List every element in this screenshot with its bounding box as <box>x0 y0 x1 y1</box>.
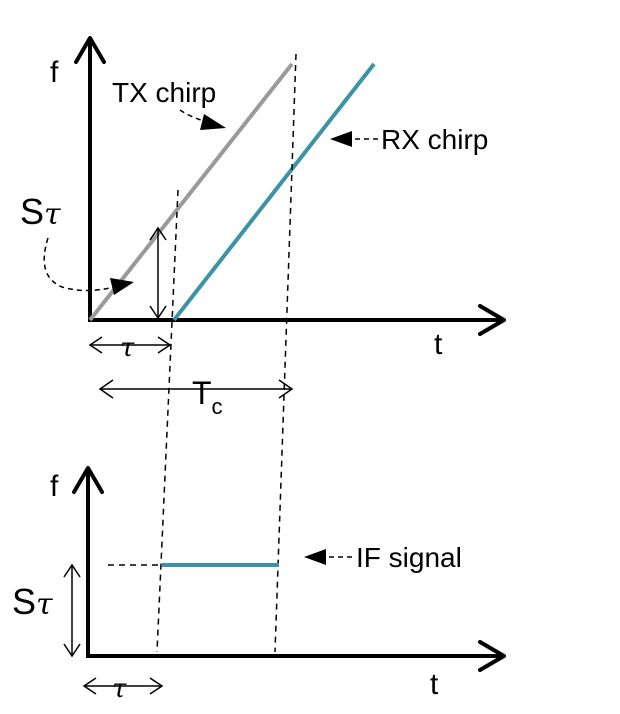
bottom-level-label: Sτ <box>12 581 53 622</box>
top-f-label: f <box>50 56 59 89</box>
top-tau-label: τ <box>120 333 135 363</box>
bottom-level-s: S <box>12 581 36 622</box>
bottom-x-axis <box>86 640 506 672</box>
bottom-level-tau: τ <box>36 587 53 622</box>
top-x-axis <box>88 304 506 336</box>
tx-chirp-label: TX chirp <box>112 77 216 108</box>
tx-chirp-line <box>88 62 294 322</box>
if-pointer-arrow <box>304 549 352 565</box>
top-slope-tau: τ <box>44 197 61 232</box>
top-tau-arrow <box>88 336 172 354</box>
tc-label: Tc <box>192 375 223 419</box>
bottom-tau-label: τ <box>112 674 127 704</box>
bottom-t-label: t <box>430 668 439 701</box>
top-plot: τ Tc f t TX chirp RX chirp Sτ <box>20 36 506 653</box>
rx-chirp-label: RX chirp <box>381 124 488 155</box>
tc-arrow <box>98 379 294 399</box>
tc-label-main: T <box>192 375 212 411</box>
bottom-tau-arrow <box>82 677 164 695</box>
bottom-y-axis <box>72 466 104 656</box>
tau-dashed-guide <box>156 189 179 653</box>
top-slope-s: S <box>20 191 44 232</box>
slope-tau-vertical-arrow <box>149 226 167 320</box>
bottom-plot: τ f t IF signal Sτ <box>12 466 506 704</box>
bottom-f-label: f <box>50 470 59 503</box>
top-t-label: t <box>434 328 443 361</box>
slope-pointer-arrow <box>43 237 134 295</box>
rx-pointer-arrow <box>330 131 378 147</box>
tc-dashed-guide <box>274 53 297 653</box>
if-signal-label: IF signal <box>356 542 462 573</box>
top-y-axis <box>74 36 106 320</box>
tc-label-sub: c <box>212 394 223 419</box>
top-slope-tau-label: Sτ <box>20 191 61 232</box>
rx-chirp-line <box>172 62 376 322</box>
tx-pointer-arrow <box>179 109 226 130</box>
if-level-vertical-arrow <box>63 563 81 658</box>
